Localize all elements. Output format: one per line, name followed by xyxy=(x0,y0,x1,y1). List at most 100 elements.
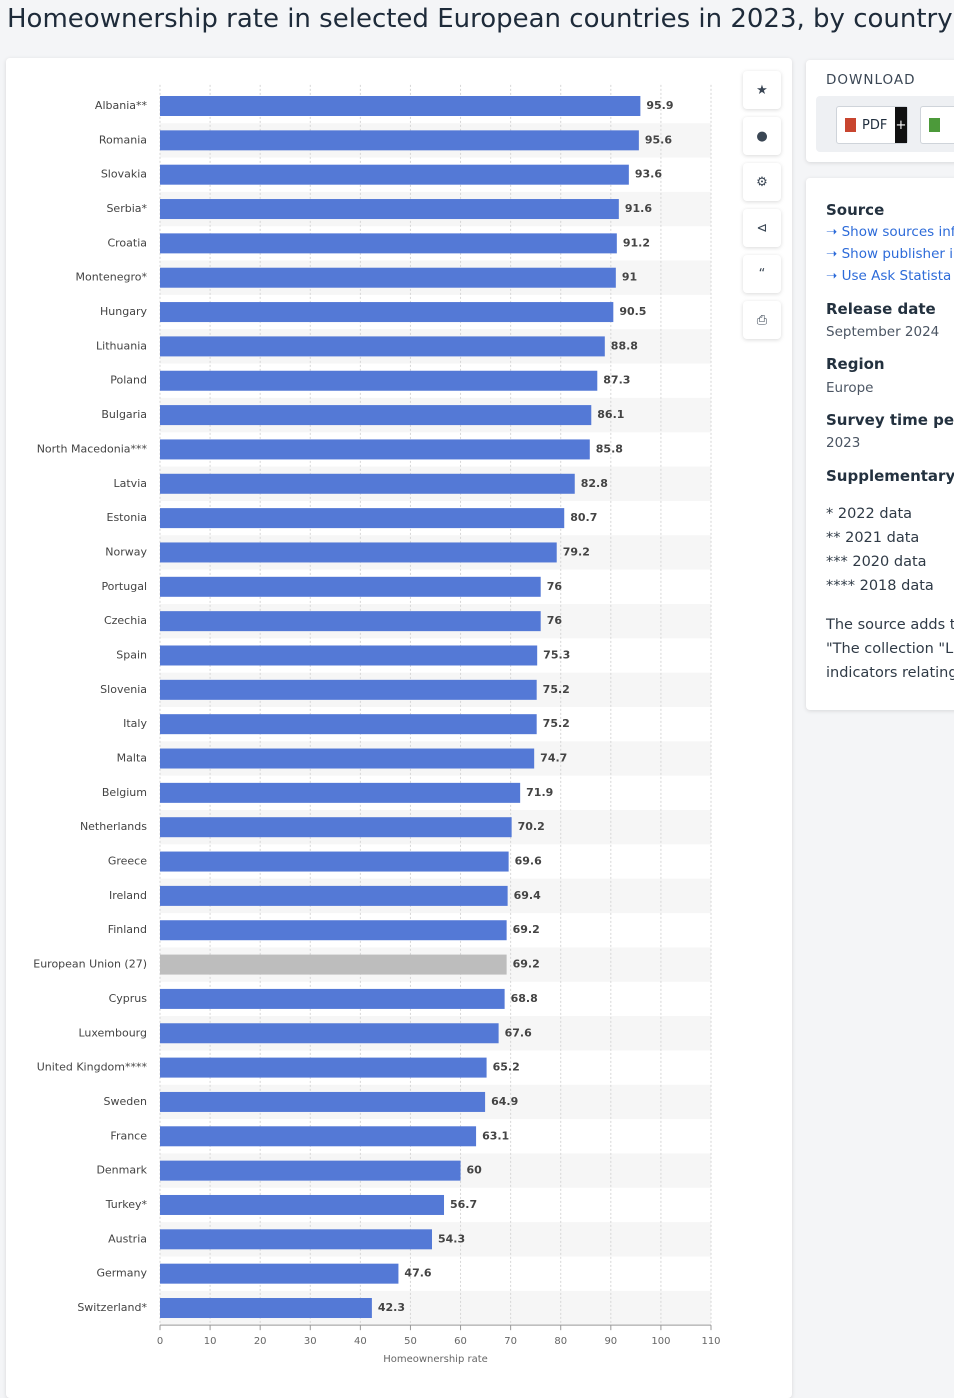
supplementary-title: Supplementary n xyxy=(826,467,954,485)
x-tick-label: 30 xyxy=(304,1336,317,1347)
bar xyxy=(160,714,537,735)
value-label: 91 xyxy=(622,271,637,284)
source-link[interactable]: ➝ Use Ask Statista R xyxy=(826,268,954,284)
source-link[interactable]: ➝ Show publisher in xyxy=(826,246,954,262)
bar xyxy=(160,645,538,666)
bar xyxy=(160,851,509,872)
link-text[interactable]: Show publisher in xyxy=(841,246,954,262)
favorite-button[interactable]: ★ xyxy=(743,71,781,109)
category-label: Poland xyxy=(110,374,147,387)
value-label: 75.3 xyxy=(543,648,570,661)
note: * 2022 data xyxy=(826,506,913,522)
category-label: Romania xyxy=(99,133,147,146)
bar xyxy=(160,542,557,563)
share-button[interactable]: ⊲ xyxy=(743,209,781,247)
category-label: Albania** xyxy=(95,99,148,112)
pdf-icon xyxy=(845,118,856,132)
page-title: Homeownership rate in selected European … xyxy=(7,4,953,34)
bar xyxy=(160,164,629,185)
bar xyxy=(160,199,619,220)
category-label: North Macedonia*** xyxy=(37,442,148,455)
value-label: 95.6 xyxy=(645,133,672,146)
bar xyxy=(160,988,505,1009)
value-label: 71.9 xyxy=(526,786,553,799)
category-label: Croatia xyxy=(107,236,147,249)
category-label: Finland xyxy=(108,923,147,936)
x-axis-title: Homeownership rate xyxy=(383,1354,488,1365)
category-label: Hungary xyxy=(100,305,147,318)
value-label: 68.8 xyxy=(511,992,538,1005)
x-tick-label: 110 xyxy=(701,1336,720,1347)
category-label: Austria xyxy=(108,1232,147,1245)
bar xyxy=(160,748,535,769)
value-label: 91.2 xyxy=(623,236,650,249)
print-button[interactable]: ⎙ xyxy=(743,301,781,339)
value-label: 85.8 xyxy=(596,442,623,455)
category-label: Spain xyxy=(116,648,147,661)
bar xyxy=(160,782,521,803)
text-line: The source adds th xyxy=(826,617,954,633)
value-label: 69.4 xyxy=(514,889,541,902)
bar xyxy=(160,920,507,941)
value-label: 87.3 xyxy=(603,374,630,387)
value-label: 47.6 xyxy=(404,1267,431,1280)
value-label: 76 xyxy=(547,580,563,593)
value-label: 88.8 xyxy=(611,339,638,352)
source-link[interactable]: ➝ Show sources info xyxy=(826,224,954,240)
value-label: 65.2 xyxy=(493,1061,520,1074)
bar xyxy=(160,439,590,460)
value-label: 91.6 xyxy=(625,202,652,215)
x-tick-label: 100 xyxy=(651,1336,670,1347)
pdf-button[interactable]: PDF + xyxy=(836,106,908,144)
category-label: Serbia* xyxy=(106,202,147,215)
value-label: 69.2 xyxy=(513,923,540,936)
category-label: Slovakia xyxy=(101,168,147,181)
bar xyxy=(160,267,616,288)
notify-button[interactable]: ● xyxy=(743,117,781,155)
bar xyxy=(160,1023,499,1044)
value-label: 93.6 xyxy=(635,168,662,181)
value-label: 74.7 xyxy=(540,752,567,765)
bar xyxy=(160,1298,372,1319)
bar xyxy=(160,954,507,975)
bar xyxy=(160,885,508,906)
cite-button[interactable]: “ xyxy=(743,255,781,293)
value-label: 90.5 xyxy=(619,305,646,318)
pdf-label: PDF xyxy=(862,117,888,133)
source-title: Source xyxy=(826,201,885,219)
category-label: Montenegro* xyxy=(75,271,147,284)
value-label: 80.7 xyxy=(570,511,597,524)
bar xyxy=(160,1160,461,1181)
bar xyxy=(160,405,592,426)
bar xyxy=(160,336,605,357)
link-text[interactable]: Show sources info xyxy=(841,224,954,240)
value-label: 75.2 xyxy=(543,683,570,696)
settings-button[interactable]: ⚙ xyxy=(743,163,781,201)
bar xyxy=(160,1057,487,1078)
text-line: "The collection "Liv xyxy=(826,641,954,657)
bar xyxy=(160,508,565,529)
value-label: 64.9 xyxy=(491,1095,518,1108)
bar xyxy=(160,1229,432,1250)
x-tick-label: 40 xyxy=(354,1336,367,1347)
bar xyxy=(160,611,541,632)
bar xyxy=(160,96,641,116)
value-label: 69.2 xyxy=(513,958,540,971)
category-label: Portugal xyxy=(101,580,147,593)
region-title: Region xyxy=(826,355,885,373)
x-tick-label: 80 xyxy=(554,1336,567,1347)
xls-button[interactable] xyxy=(920,106,954,144)
value-label: 54.3 xyxy=(438,1232,465,1245)
pdf-plus[interactable]: + xyxy=(895,107,907,143)
survey-title: Survey time perio xyxy=(826,411,954,429)
value-label: 86.1 xyxy=(597,408,624,421)
category-label: Turkey* xyxy=(105,1198,148,1211)
bar xyxy=(160,1263,399,1284)
x-tick-label: 20 xyxy=(254,1336,267,1347)
value-label: 63.1 xyxy=(482,1129,509,1142)
link-text[interactable]: Use Ask Statista R xyxy=(841,268,954,284)
value-label: 56.7 xyxy=(450,1198,477,1211)
text-line: indicators relating xyxy=(826,665,954,681)
category-label: Belgium xyxy=(102,786,147,799)
